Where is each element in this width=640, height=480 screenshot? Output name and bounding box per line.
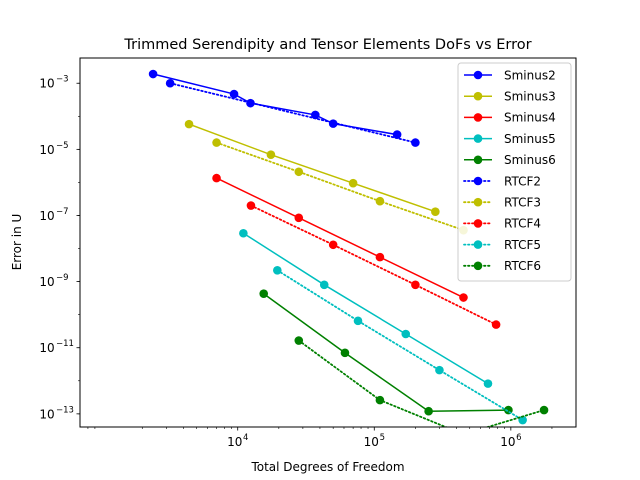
data-point-sminus2-5	[392, 130, 402, 139]
y-tick-label-5: 10	[39, 407, 54, 421]
data-point-rtcf6-0	[294, 336, 304, 345]
data-point-sminus2-2	[246, 98, 255, 108]
legend-marker-sminus5	[473, 134, 483, 143]
legend-marker-sminus6	[473, 155, 483, 165]
data-point-rtcf6-3	[539, 405, 549, 415]
data-point-rtcf5-0	[273, 265, 282, 275]
series-line-rtcf3	[215, 141, 465, 232]
data-point-sminus2-1	[229, 89, 239, 99]
data-point-sminus5-2	[401, 329, 411, 339]
x-axis-title: Total Degrees of Freedom	[250, 460, 404, 474]
legend-label-rtcf6: RTCF6	[504, 259, 541, 273]
y-tick-label-4: 10	[39, 341, 54, 355]
legend-label-sminus2: Sminus2	[504, 68, 556, 82]
y-tick-label-exp-0: −3	[56, 75, 69, 85]
data-point-sminus5-0	[239, 228, 248, 238]
data-point-sminus2-0	[148, 69, 158, 79]
chart-title: Trimmed Serendipity and Tensor Elements …	[123, 37, 531, 53]
legend-marker-sminus3	[473, 91, 483, 101]
data-point-rtcf6-1	[375, 395, 385, 405]
legend-marker-sminus4	[473, 113, 483, 122]
legend-label-sminus6: Sminus6	[504, 153, 556, 167]
data-point-sminus4-0	[212, 173, 221, 183]
data-point-rtcf5-2	[435, 365, 444, 375]
series-line-sminus5	[242, 232, 489, 385]
y-tick-label-exp-3: −9	[56, 273, 69, 283]
legend-label-sminus4: Sminus4	[504, 111, 556, 125]
data-point-rtcf5-3	[518, 415, 527, 425]
x-tick-label-2: 10	[500, 435, 515, 449]
data-point-rtcf3-2	[375, 196, 385, 206]
legend-marker-rtcf4	[473, 219, 483, 228]
legend-marker-rtcf2	[473, 176, 483, 186]
data-point-sminus4-2	[375, 252, 385, 262]
data-point-sminus3-0	[184, 119, 194, 129]
series-line-rtcf6	[297, 339, 545, 427]
x-tick-label-1: 10	[364, 435, 379, 449]
series-line-rtcf5	[276, 269, 524, 421]
legend-marker-rtcf3	[473, 197, 483, 207]
series-line-rtcf4	[250, 204, 498, 326]
data-point-sminus4-3	[459, 293, 468, 302]
legend-marker-rtcf5	[473, 240, 483, 249]
data-point-rtcf3-1	[294, 167, 304, 177]
legend-label-rtcf3: RTCF3	[504, 196, 541, 210]
legend-label-sminus5: Sminus5	[504, 132, 556, 146]
y-tick-label-2: 10	[39, 209, 54, 223]
series-line-rtcf2	[169, 82, 417, 144]
y-tick-label-3: 10	[39, 275, 54, 289]
legend-label-rtcf4: RTCF4	[504, 217, 541, 231]
y-tick-label-exp-1: −5	[56, 141, 69, 151]
data-point-rtcf3-0	[212, 138, 221, 147]
legend-marker-sminus2	[473, 70, 483, 80]
y-tick-label-exp-2: −7	[56, 207, 69, 217]
x-tick-label-exp-0: 4	[243, 433, 248, 443]
y-tick-label-0: 10	[39, 77, 54, 91]
legend-label-rtcf2: RTCF2	[504, 174, 541, 188]
x-tick-label-0: 10	[227, 435, 242, 449]
data-point-sminus6-0	[259, 289, 269, 299]
series-line-sminus6	[263, 293, 509, 412]
x-tick-label-exp-2: 6	[516, 433, 521, 443]
y-tick-label-exp-4: −11	[56, 339, 74, 349]
data-point-rtcf2-0	[165, 78, 175, 88]
legend-label-rtcf5: RTCF5	[504, 238, 541, 252]
data-point-rtcf4-3	[491, 320, 501, 329]
data-point-sminus4-1	[294, 213, 304, 223]
plot-frame	[79, 57, 577, 428]
data-point-rtcf4-1	[328, 240, 338, 250]
data-point-sminus3-2	[348, 178, 358, 188]
series-line-sminus4	[216, 177, 464, 299]
data-point-sminus5-1	[319, 280, 329, 290]
series-line-sminus2	[152, 73, 398, 136]
series-line-sminus3	[188, 123, 436, 213]
y-axis-title: Error in U	[10, 214, 24, 271]
data-point-sminus3-3	[431, 207, 440, 217]
data-point-rtcf2-1	[411, 138, 420, 147]
data-point-sminus5-3	[483, 379, 493, 388]
data-point-sminus3-1	[266, 150, 276, 159]
data-point-rtcf4-2	[411, 280, 420, 290]
data-point-rtcf4-0	[246, 201, 256, 210]
y-tick-label-exp-5: −13	[56, 405, 74, 415]
series-layer	[148, 69, 549, 427]
legend-marker-rtcf6	[473, 261, 483, 271]
legend-label-sminus3: Sminus3	[504, 90, 556, 104]
x-tick-label-exp-1: 5	[380, 433, 385, 443]
data-point-sminus2-3	[311, 110, 320, 120]
data-point-rtcf5-1	[353, 316, 363, 326]
y-tick-label-1: 10	[39, 143, 54, 157]
legend: Sminus2 Sminus3 Sminus4 Sminus5 Sminus6 RTCF2…	[457, 62, 572, 282]
data-point-sminus6-2	[424, 406, 433, 416]
data-point-sminus6-1	[340, 348, 350, 358]
